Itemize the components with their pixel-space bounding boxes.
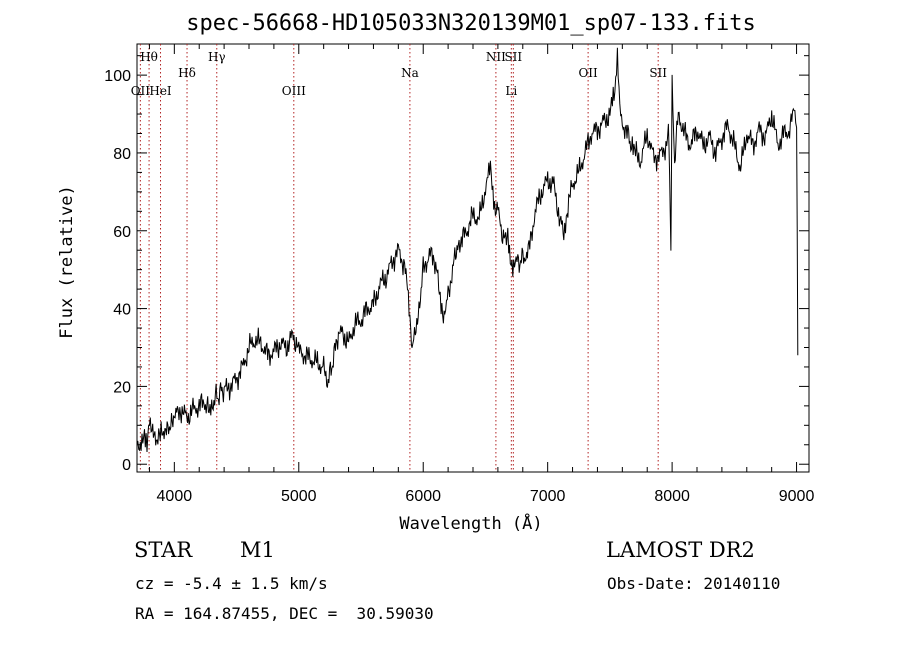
y-tick-label: 0: [122, 457, 131, 474]
marker-label: OIII: [282, 84, 306, 98]
marker-label: Hγ: [208, 50, 226, 64]
coordinates: RA = 164.87455, DEC = 30.59030: [135, 604, 434, 623]
marker-label: Li: [505, 84, 517, 98]
marker-label: SII: [504, 50, 522, 64]
y-tick-label: 100: [104, 68, 131, 85]
y-tick-label: 20: [113, 379, 131, 396]
object-subclass: M1: [240, 538, 275, 562]
x-tick-label: 9000: [779, 488, 815, 505]
marker-label: OII: [131, 84, 151, 98]
marker-label: OII: [578, 66, 598, 80]
x-tick-label: 8000: [654, 488, 690, 505]
marker-label: Hθ: [140, 50, 158, 64]
x-tick-label: 6000: [405, 488, 441, 505]
x-tick-label: 7000: [530, 488, 566, 505]
redshift-value: cz = -5.4 ± 1.5 km/s: [135, 574, 328, 593]
chart-title: spec-56668-HD105033N320139M01_sp07-133.f…: [186, 11, 756, 36]
spectrum-series: [136, 47, 799, 453]
y-tick-label: 60: [113, 224, 131, 241]
y-axis: 0 20 40 60 80 100: [104, 55, 809, 474]
marker-label: Na: [401, 66, 419, 80]
x-tick-label: 4000: [157, 488, 193, 505]
plot-frame: [136, 43, 810, 473]
marker-label: Hδ: [178, 66, 196, 80]
object-type: STAR: [134, 538, 193, 562]
marker-label: HeI: [149, 84, 172, 98]
y-tick-label: 40: [113, 302, 131, 319]
y-tick-label: 80: [113, 146, 131, 163]
marker-label: NII: [486, 50, 506, 64]
x-axis-label: Wavelength (Å): [399, 512, 542, 534]
spectrum-line: [136, 47, 799, 453]
x-tick-label: 5000: [281, 488, 317, 505]
obs-date: Obs-Date: 20140110: [607, 574, 781, 593]
y-axis-label: Flux (relative): [57, 185, 77, 339]
marker-label: SII: [649, 66, 667, 80]
x-axis: 4000 5000 6000 7000 8000 9000: [148, 44, 815, 505]
survey-name: LAMOST DR2: [606, 538, 755, 562]
